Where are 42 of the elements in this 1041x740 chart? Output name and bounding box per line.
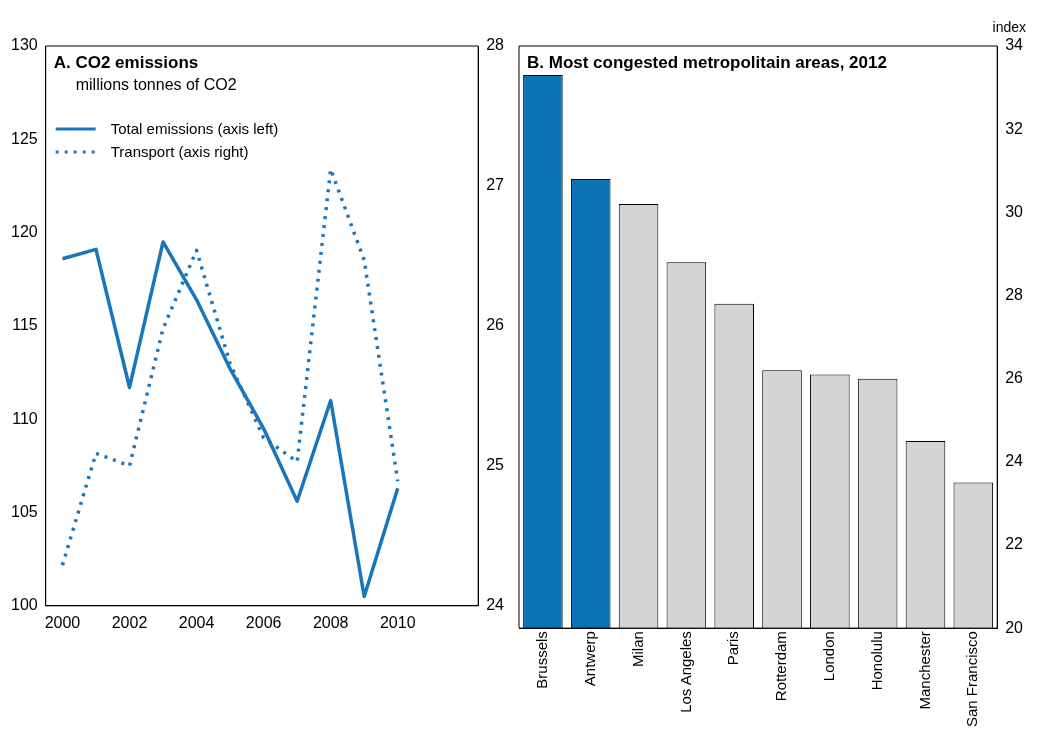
x-tick-label: 2004 [178,613,215,631]
x-tick-label: Rotterdam [772,631,790,702]
x-tick-label: 2006 [245,613,282,631]
y-tick-label: 24 [1005,452,1024,470]
y-tick-label: 115 [12,316,38,334]
x-tick-label: Los Angeles [676,631,694,713]
x-tick-label: Milan [628,631,646,667]
y2-tick-label: 26 [486,316,505,334]
y-tick-label: 105 [10,502,38,520]
y-tick-label: 22 [1005,535,1024,553]
text: millions tonnes of CO2 [75,76,237,93]
legend-label: Total emissions (axis left) [110,120,279,137]
x-tick-label: Manchester [915,631,933,710]
y-tick-label: 110 [12,409,38,427]
y-tick-label: 100 [10,596,38,614]
x-tick-label: Antwerp [580,631,598,687]
x-tick-label: Honolulu [867,631,885,691]
y-tick-label: 26 [1005,369,1024,387]
y-tick-label: 130 [10,36,38,54]
y-tick-label: 34 [1005,36,1024,54]
y2-tick-label: 25 [486,456,505,474]
chart-title: B. Most congested metropolitain areas, 2012 [527,53,887,72]
y-tick-label: 30 [1005,202,1024,220]
y-tick-label: 125 [10,129,38,147]
legend-label: Transport (axis right) [110,143,249,160]
y2-tick-label: 24 [486,596,505,614]
y-axis-title: index [992,19,1026,35]
y2-tick-label: 27 [486,176,505,194]
x-tick-label: 2008 [312,613,349,631]
chart-title: A. CO2 emissions [53,53,199,72]
x-tick-label: San Francisco [963,631,981,727]
x-tick-label: 2000 [44,613,81,631]
x-tick-label: Brussels [533,631,551,689]
y-tick-label: 120 [10,223,38,241]
y2-tick-label: 28 [486,36,505,54]
y-tick-label: 28 [1005,285,1024,303]
x-tick-label: Paris [724,631,742,666]
x-tick-label: London [819,631,837,682]
x-tick-label: 2002 [111,613,148,631]
y-tick-label: 32 [1005,119,1024,137]
x-tick-label: 2010 [379,613,416,631]
y-tick-label: 20 [1005,618,1024,636]
